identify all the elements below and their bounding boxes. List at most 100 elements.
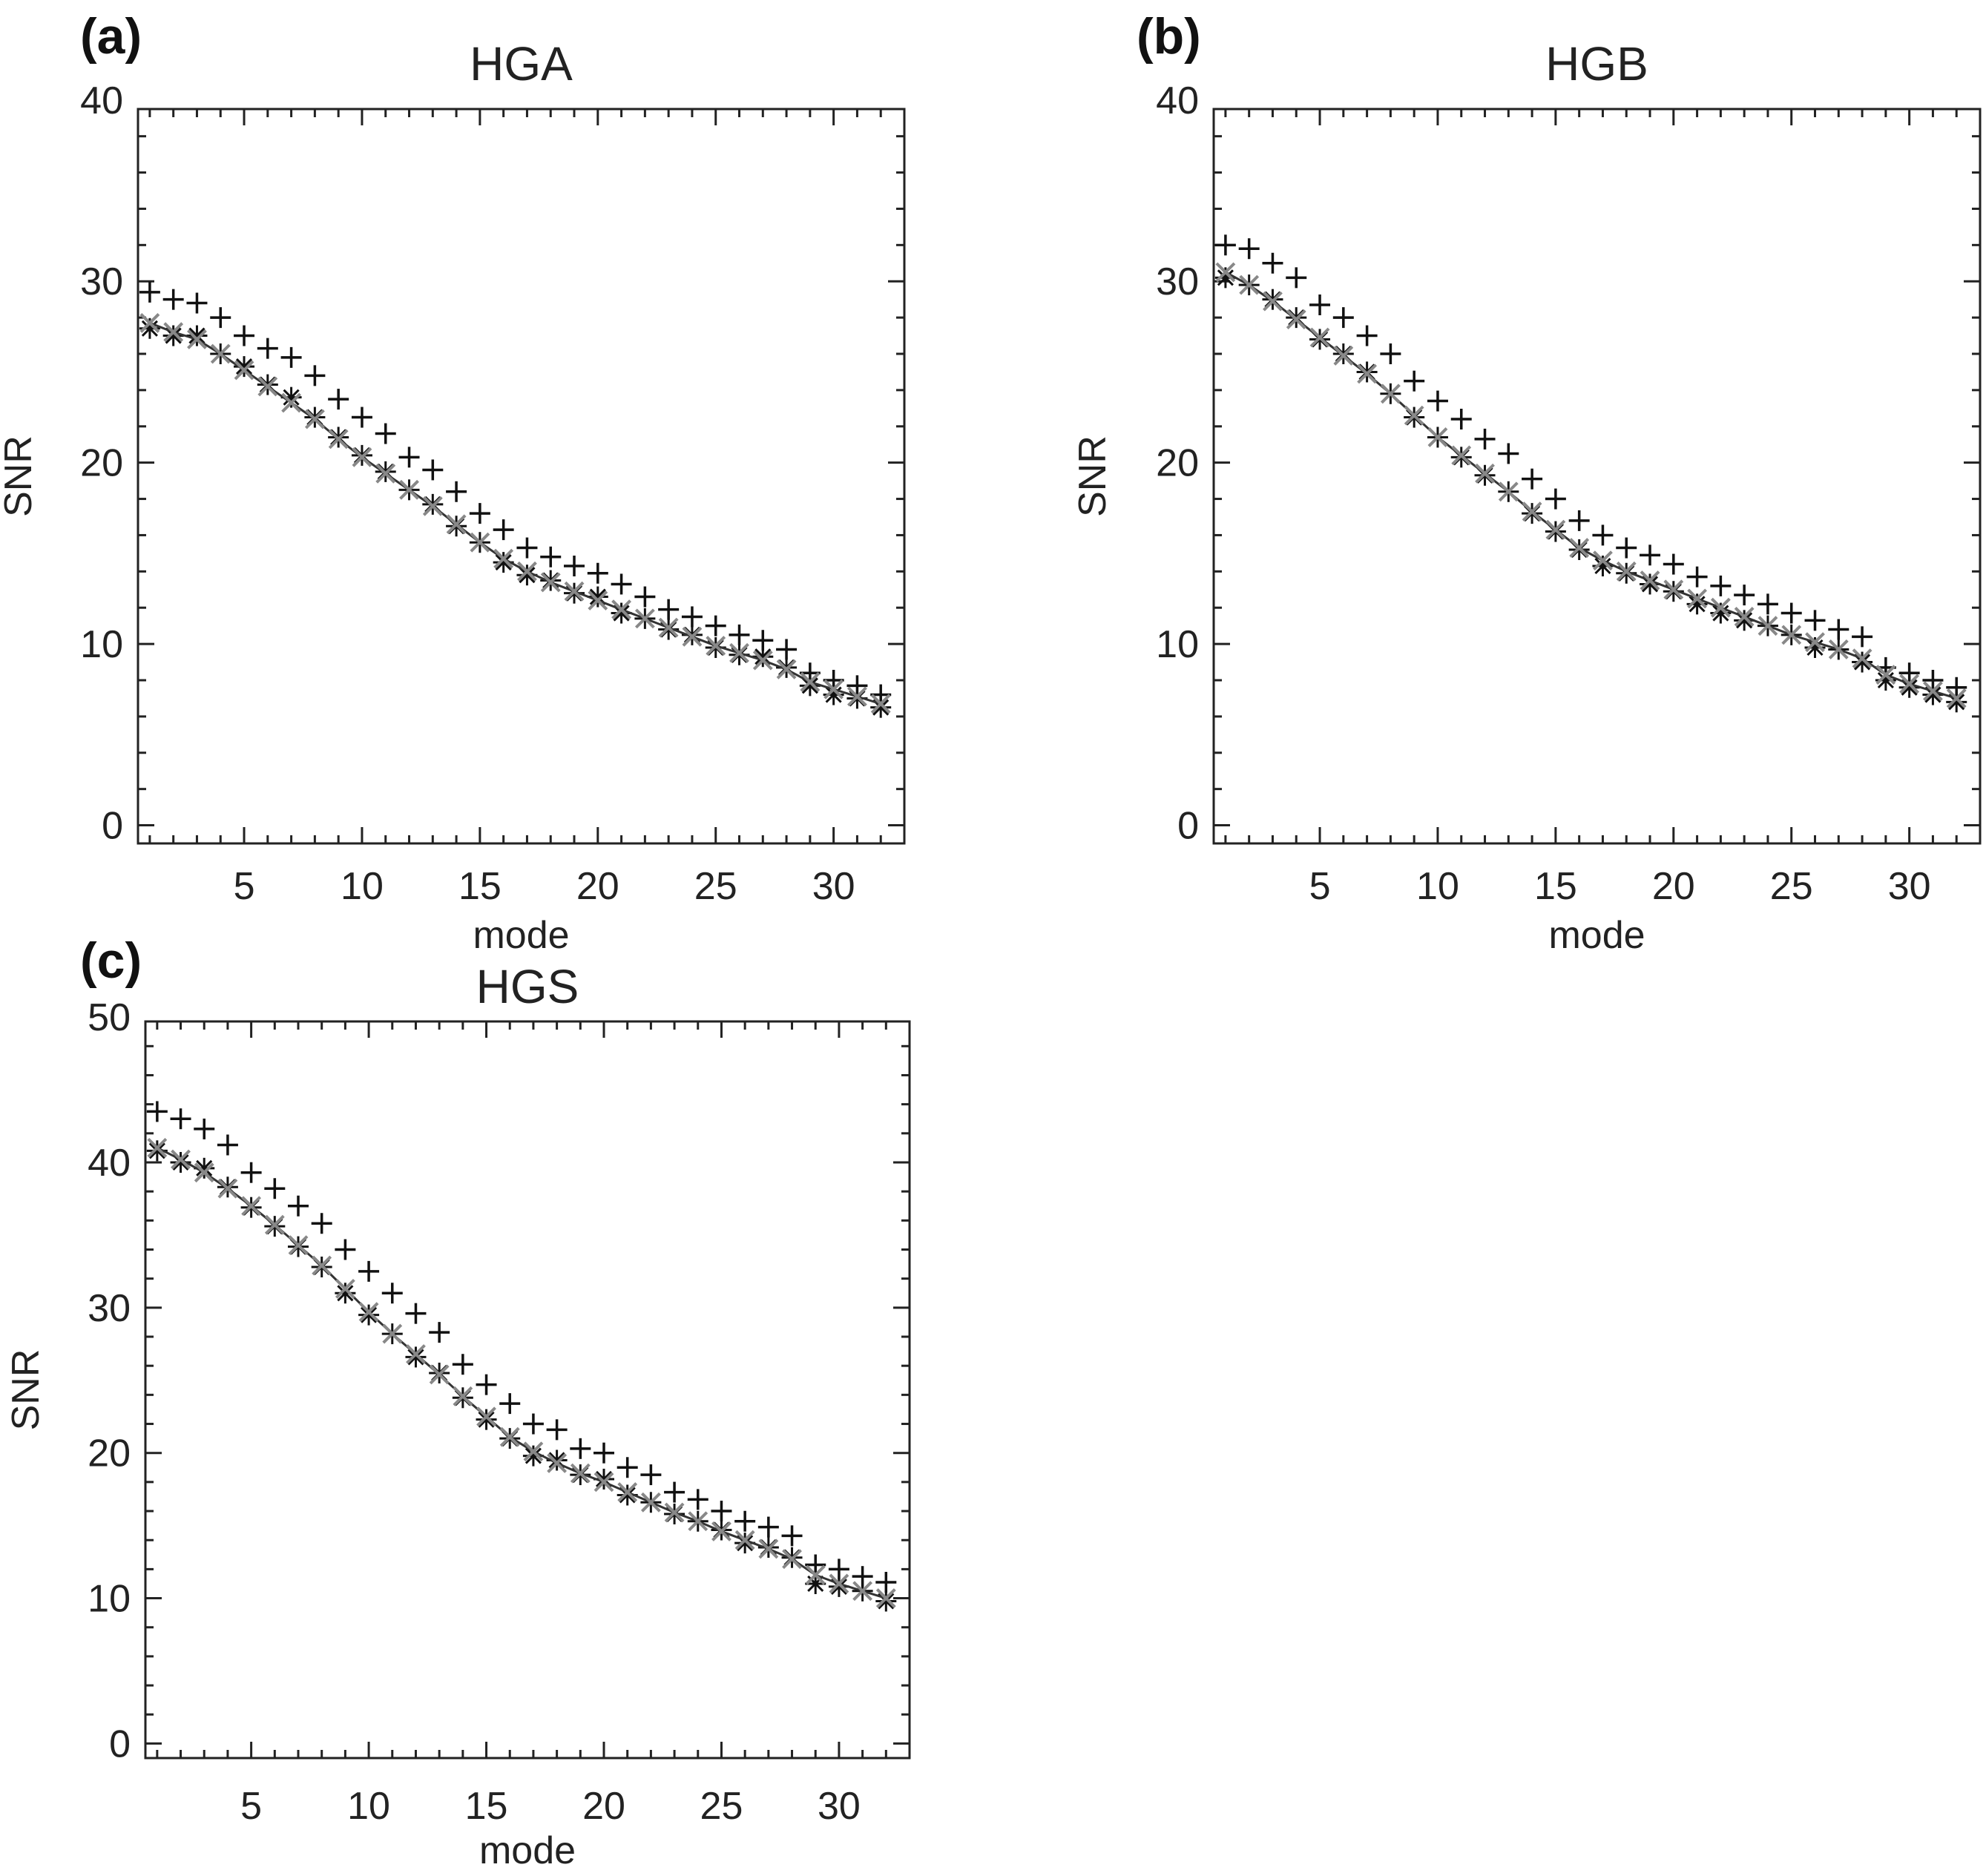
data-point-plus: [162, 289, 184, 310]
y-tick-label: 30: [80, 260, 123, 303]
data-point-x-line: [1427, 427, 1448, 447]
plot-frame: [137, 108, 906, 845]
data-point-x-line: [281, 392, 302, 413]
data-point-x-line: [1404, 405, 1424, 426]
data-point-plus: [311, 1213, 332, 1234]
data-point-x-line: [1640, 570, 1660, 590]
data-point-x-line: [312, 1255, 332, 1276]
x-axis-label: mode: [473, 914, 569, 957]
data-point-x-line: [776, 659, 797, 679]
data-point-plus: [1804, 610, 1826, 631]
data-point-plus: [734, 1510, 756, 1532]
data-point-plus: [1663, 553, 1684, 575]
data-point-x-line: [829, 1573, 849, 1594]
data-point-plus: [875, 1572, 897, 1593]
data-point-x-line: [729, 642, 749, 663]
data-point-x-line: [805, 1564, 826, 1585]
data-point-plus: [1356, 325, 1378, 346]
data-point-plus: [546, 1419, 568, 1441]
x-axis-label: mode: [479, 1829, 576, 1872]
data-point-x-line: [1380, 384, 1401, 404]
data-point-x-line: [1357, 363, 1378, 384]
data-point-x-line: [1522, 501, 1542, 522]
data-point-plus: [234, 325, 255, 346]
data-point-plus: [288, 1195, 309, 1217]
y-tick-label: 10: [88, 1578, 131, 1621]
data-point-x-line: [1498, 481, 1519, 502]
x-tick-label: 25: [694, 865, 737, 908]
y-tick-label: 40: [88, 1142, 131, 1185]
chart-title: HGA: [470, 37, 573, 90]
data-point-x-line: [1899, 674, 1920, 694]
data-point-x-line: [257, 376, 278, 397]
series-x-line: [1215, 262, 1967, 708]
data-point-x-line: [870, 694, 891, 714]
y-tick-label: 30: [88, 1287, 131, 1330]
data-point-x-line: [517, 561, 537, 582]
data-point-plus: [335, 1239, 356, 1260]
data-point-plus: [1309, 294, 1331, 315]
data-point-plus: [611, 573, 632, 595]
series-plus: [139, 281, 892, 705]
data-point-x-line: [547, 1452, 568, 1473]
data-point-asterisk: [476, 1409, 497, 1430]
data-point-x-line: [634, 608, 655, 629]
series-plus: [1214, 234, 1967, 698]
x-tick-label: 10: [347, 1785, 390, 1828]
y-tick-label: 10: [80, 623, 123, 666]
data-point-plus: [1498, 443, 1519, 464]
data-point-x-line: [540, 572, 561, 593]
chart-title: HGB: [1545, 37, 1648, 90]
x-tick-label: 30: [818, 1785, 861, 1828]
data-point-plus: [476, 1374, 497, 1395]
data-point-plus: [540, 546, 562, 567]
series-asterisk: [1214, 267, 1967, 713]
series-line: [1225, 271, 1957, 700]
data-point-plus: [781, 1525, 803, 1547]
data-point-plus: [729, 624, 750, 645]
data-point-plus: [210, 307, 231, 329]
data-point-x-line: [1475, 463, 1495, 484]
data-point-plus: [634, 586, 656, 608]
data-point-x-line: [1687, 588, 1707, 609]
data-point-x-line: [1215, 262, 1236, 283]
data-point-x-line: [352, 447, 372, 467]
data-point-x-line: [210, 343, 231, 364]
data-point-x-line: [875, 1588, 896, 1608]
data-point-plus: [422, 459, 444, 481]
data-point-x-line: [1781, 625, 1802, 645]
data-point-plus: [1332, 307, 1354, 329]
data-point-plus: [398, 447, 420, 468]
data-point-plus: [681, 606, 703, 628]
data-point-x-line: [335, 1278, 355, 1299]
data-point-x-line: [304, 409, 325, 429]
data-point-x-line: [1616, 561, 1637, 582]
panel-label: (b): [1137, 8, 1201, 65]
data-point-x-line: [688, 1511, 708, 1532]
data-point-x-line: [399, 479, 419, 500]
data-point-asterisk: [799, 675, 821, 697]
data-point-plus: [711, 1501, 732, 1522]
data-point-asterisk: [194, 1157, 215, 1179]
data-point-x-line: [234, 360, 254, 381]
data-point-x-line: [288, 1235, 309, 1256]
data-point-plus: [381, 1283, 403, 1304]
data-point-plus: [1640, 544, 1661, 566]
plot-frame: [144, 1020, 911, 1760]
data-point-plus: [757, 1516, 779, 1538]
panel-hgs: (c) HGS 5 10 15 20 25 30 0 10 20 30 40 50 mode SNR: [4, 932, 911, 1872]
data-point-x-line: [682, 626, 703, 647]
data-point-plus: [664, 1481, 685, 1503]
data-point-x-line: [422, 496, 443, 516]
data-point-plus: [375, 423, 396, 444]
series-x-line: [139, 313, 891, 714]
data-point-asterisk: [875, 1590, 897, 1612]
data-point-x-line: [1758, 616, 1778, 636]
data-point-plus: [1757, 593, 1778, 615]
data-point-plus: [1214, 234, 1236, 256]
data-point-plus: [264, 1178, 286, 1199]
data-point-asterisk: [405, 1346, 427, 1368]
x-tick-label: 5: [240, 1785, 262, 1828]
data-point-x-line: [711, 1521, 731, 1541]
data-point-plus: [1474, 428, 1496, 450]
